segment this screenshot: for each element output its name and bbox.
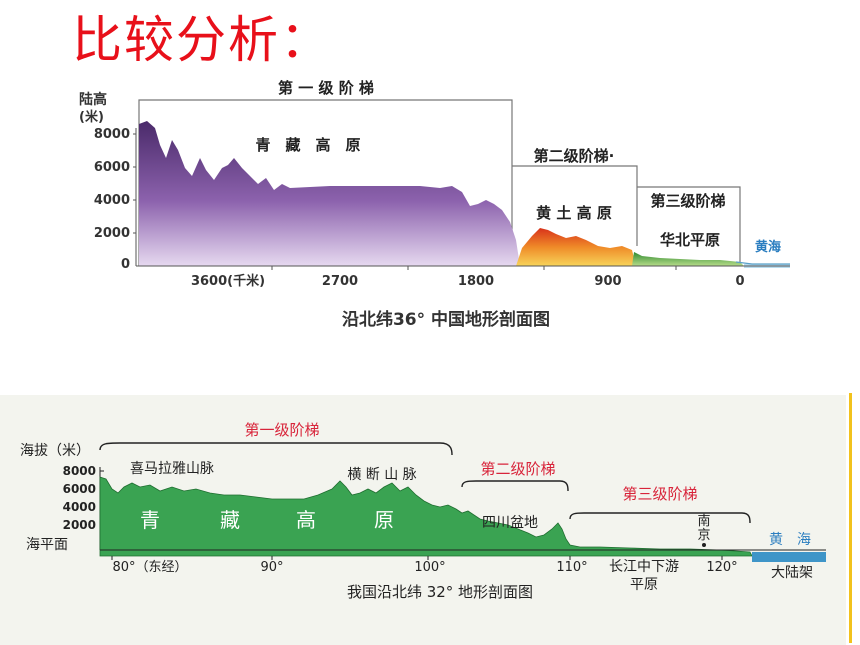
y-tick-8000: 8000 xyxy=(94,127,130,142)
sea-water xyxy=(752,552,826,562)
sichuan-basin-label: 四川盆地 xyxy=(482,515,538,531)
slide-title: 比较分析： xyxy=(72,11,332,69)
y-tick-0: 0 xyxy=(121,257,130,272)
step2-label: 第二级阶梯 xyxy=(480,460,555,478)
profile-36n-diagram: 陆高 (米) 8000 6000 4000 2000 0 第 一 级 阶 梯 青… xyxy=(79,79,790,330)
y-axis-unit: (米) xyxy=(79,109,104,125)
x-tick-0: 0 xyxy=(735,274,744,289)
x-tick-120: 120° xyxy=(706,560,737,575)
y-tick-6000: 6000 xyxy=(63,482,96,496)
y-tick-8000: 8000 xyxy=(63,464,96,478)
x-tick-110: 110° xyxy=(556,560,587,575)
qz-char-4: 原 xyxy=(374,508,394,532)
hengduan-label: 横 断 山 脉 xyxy=(347,467,416,483)
nanjing-marker xyxy=(702,543,706,547)
plateau-label: 青 藏 高 原 xyxy=(255,136,360,154)
plain-terrain xyxy=(632,252,744,266)
step2-label: 第二级阶梯· xyxy=(534,147,615,165)
qz-char-3: 高 xyxy=(296,508,316,532)
plateau-terrain xyxy=(139,121,520,266)
loess-terrain xyxy=(516,228,636,266)
step3-label: 第三级阶梯 xyxy=(650,192,725,210)
y-axis-label: 陆高 xyxy=(79,91,107,108)
x-tick-80: 80°（东经） xyxy=(112,560,187,575)
qz-char-1: 青 xyxy=(140,508,160,532)
sea-level-label: 海平面 xyxy=(26,537,68,553)
sea-label: 黄海 xyxy=(755,239,781,255)
yangtze-plain-label-1: 长江中下游 xyxy=(609,559,679,575)
y-tick-2000: 2000 xyxy=(63,518,96,532)
step1-label: 第 一 级 阶 梯 xyxy=(278,79,374,97)
nanjing-char-2: 京 xyxy=(697,528,710,543)
x-tick-90: 90° xyxy=(260,560,283,575)
step3-frame xyxy=(637,186,741,262)
diagram1-caption: 沿北纬36° 中国地形剖面图 xyxy=(342,309,550,330)
x-tick-2700: 2700 xyxy=(322,274,358,289)
step2-frame xyxy=(512,165,638,246)
y-tick-4000: 4000 xyxy=(94,193,130,208)
step1-label: 第一级阶梯 xyxy=(244,421,319,439)
yangtze-plain-label-2: 平原 xyxy=(630,577,658,593)
y-tick-4000: 4000 xyxy=(63,500,96,514)
profile-32n-diagram: 第一级阶梯 第二级阶梯 第三级阶梯 海拔（米） 8000 6000 4000 2… xyxy=(0,395,846,645)
y-tick-2000: 2000 xyxy=(94,226,130,241)
x-tick-100: 100° xyxy=(414,560,445,575)
sea-label: 黄 海 xyxy=(769,531,811,548)
y-tick-6000: 6000 xyxy=(94,160,130,175)
nanjing-char-1: 南 xyxy=(697,513,710,529)
x-tick-900: 900 xyxy=(594,274,621,289)
diagram2-caption: 我国沿北纬 32° 地形剖面图 xyxy=(347,583,533,601)
plain-label: 华北平原 xyxy=(660,231,720,249)
terrain-profile xyxy=(99,476,753,557)
y-axis-label: 海拔（米） xyxy=(20,443,90,459)
step3-label: 第三级阶梯 xyxy=(622,485,697,503)
himalaya-label: 喜马拉雅山脉 xyxy=(130,461,214,477)
x-tick-3600: 3600(千米) xyxy=(191,273,265,289)
loess-label: 黄 土 高 原 xyxy=(536,204,612,222)
qz-char-2: 藏 xyxy=(220,508,240,532)
x-tick-1800: 1800 xyxy=(458,274,494,289)
continental-shelf-label: 大陆架 xyxy=(771,565,813,581)
accent-bar xyxy=(849,393,852,643)
